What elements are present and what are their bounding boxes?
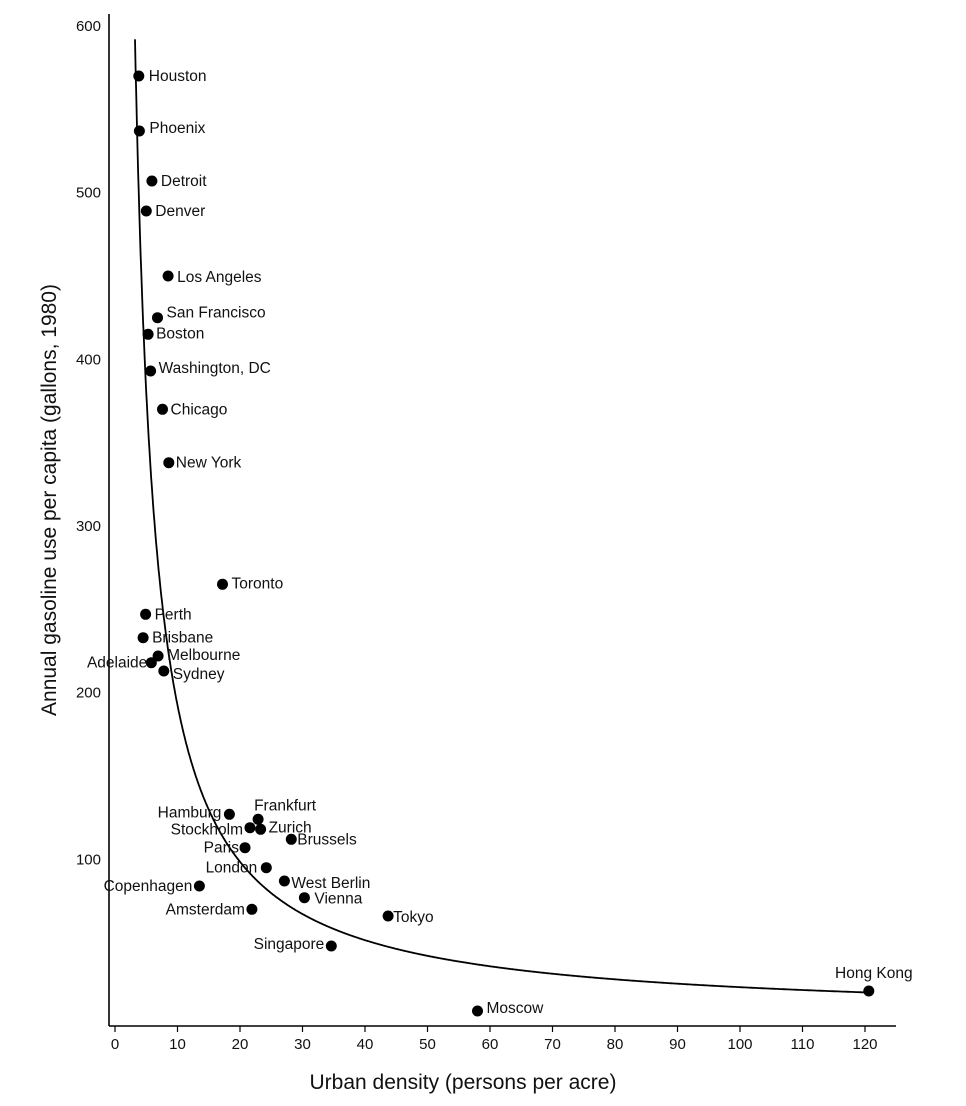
point-label-tokyo: Tokyo (393, 909, 434, 926)
data-point-moscow (472, 1005, 483, 1017)
point-label-hamburg: Hamburg (158, 804, 222, 821)
point-label-new-york: New York (176, 455, 242, 472)
point-label-denver: Denver (155, 203, 205, 220)
data-point-washington-dc (145, 365, 157, 377)
point-label-melbourne: Melbourne (167, 647, 240, 664)
x-tick-label: 120 (852, 1036, 877, 1053)
point-label-singapore: Singapore (254, 936, 325, 953)
x-tick-label: 90 (669, 1036, 686, 1053)
x-tick-label: 50 (419, 1036, 436, 1053)
point-label-brisbane: Brisbane (152, 630, 213, 647)
point-label-vienna: Vienna (314, 891, 362, 908)
data-point-west-berlin (278, 875, 290, 887)
data-point-stockholm (244, 822, 256, 834)
point-label-detroit: Detroit (161, 173, 207, 190)
x-tick-label: 70 (544, 1036, 561, 1053)
data-points-layer: Houston Phoenix Detroit Denver Los Angeles Sa… (87, 68, 913, 1017)
axes: 0 10 20 30 40 50 60 70 80 90 100 110 120 100 200 300 400… (76, 14, 896, 1053)
y-axis-title: Annual gasoline use per capita (gallons,… (38, 284, 61, 716)
trend-curve-layer (134, 39, 872, 994)
y-tick-label: 500 (76, 185, 101, 202)
data-point-chicago (157, 403, 168, 415)
y-tick-label: 200 (76, 685, 101, 702)
point-label-adelaide: Adelaide (87, 655, 147, 672)
data-point-copenhagen (193, 880, 205, 892)
y-tick-label: 100 (76, 851, 101, 868)
data-point-london (260, 862, 272, 874)
point-label-boston: Boston (156, 325, 204, 342)
data-point-frankfurt (252, 813, 264, 825)
data-point-perth (140, 608, 152, 620)
x-tick-label: 20 (232, 1036, 249, 1053)
data-point-new-york (163, 457, 175, 469)
data-point-zurich (255, 823, 267, 835)
y-tick-label: 400 (76, 351, 101, 368)
point-label-london: London (206, 860, 258, 877)
data-point-paris (239, 842, 251, 854)
point-label-houston: Houston (149, 68, 207, 85)
point-label-los-angeles: Los Angeles (177, 269, 262, 286)
point-label-perth: Perth (155, 606, 192, 623)
point-label-phoenix: Phoenix (149, 120, 205, 137)
x-tick-label: 10 (169, 1036, 186, 1053)
data-point-melbourne (152, 650, 164, 662)
point-label-brussels: Brussels (297, 831, 357, 848)
point-label-zurich: Zurich (269, 819, 312, 836)
point-label-frankfurt: Frankfurt (254, 797, 317, 814)
x-tick-label: 60 (482, 1036, 499, 1053)
point-label-sydney: Sydney (173, 666, 225, 683)
data-point-phoenix (133, 125, 145, 137)
data-point-singapore (325, 940, 337, 952)
point-label-hong-kong: Hong Kong (835, 965, 913, 982)
data-point-detroit (146, 175, 158, 187)
data-point-denver (140, 205, 152, 217)
point-label-paris: Paris (204, 840, 240, 857)
point-label-toronto: Toronto (232, 575, 284, 592)
point-label-west-berlin: West Berlin (291, 875, 370, 892)
data-point-hamburg (223, 808, 235, 820)
x-axis-title: Urban density (persons per acre) (310, 1071, 617, 1094)
point-label-stockholm: Stockholm (171, 822, 243, 839)
x-tick-label: 30 (294, 1036, 311, 1053)
data-point-brussels (285, 833, 297, 845)
data-point-brisbane (137, 632, 149, 644)
data-point-boston (142, 328, 154, 340)
point-label-amsterdam: Amsterdam (166, 901, 245, 918)
x-tick-label: 100 (727, 1036, 752, 1053)
point-label-washington-dc: Washington, DC (159, 360, 271, 377)
point-label-san-francisco: San Francisco (167, 305, 266, 322)
data-point-hong-kong (863, 985, 875, 997)
data-point-adelaide (145, 657, 157, 669)
x-tick-label: 110 (791, 1036, 815, 1053)
data-point-san-francisco (152, 312, 163, 324)
point-label-chicago: Chicago (171, 401, 228, 418)
data-point-tokyo (382, 910, 394, 922)
point-label-moscow: Moscow (487, 1000, 545, 1017)
x-tick-label: 0 (111, 1036, 119, 1053)
x-tick-label: 80 (607, 1036, 624, 1053)
data-point-toronto (217, 578, 228, 590)
data-point-los-angeles (162, 270, 174, 282)
data-point-houston (133, 70, 145, 82)
x-tick-label: 40 (357, 1036, 374, 1053)
trend-curve (134, 39, 872, 994)
point-label-copenhagen: Copenhagen (104, 878, 193, 895)
data-point-amsterdam (246, 903, 258, 915)
data-point-vienna (298, 892, 310, 904)
y-tick-label: 600 (76, 18, 101, 35)
data-point-sydney (158, 665, 170, 677)
y-tick-label: 300 (76, 518, 101, 535)
